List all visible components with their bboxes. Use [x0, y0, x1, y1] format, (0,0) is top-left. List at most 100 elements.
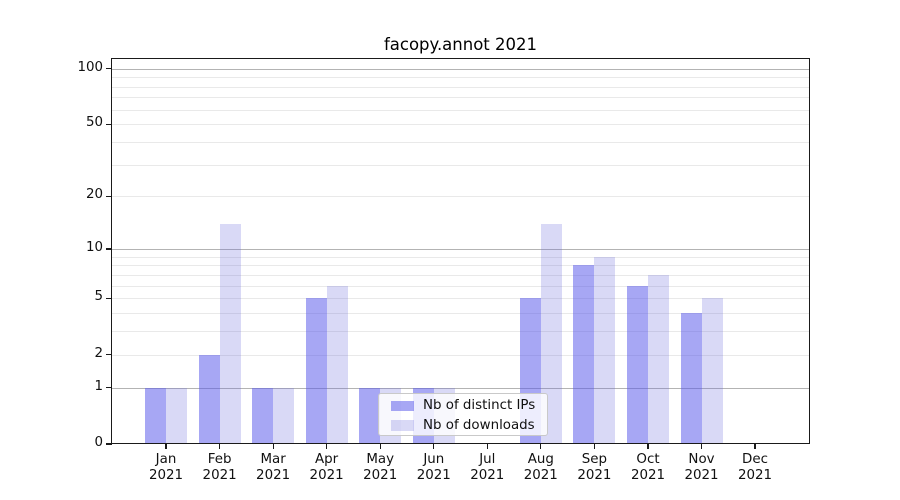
- y-tick-label-5: 5: [94, 289, 103, 305]
- gridline-minor-9: [112, 256, 810, 258]
- x-label-year: 2021: [256, 468, 291, 483]
- y-tick-0: [105, 443, 112, 445]
- gridline-minor-20: [112, 196, 810, 198]
- x-label-year: 2021: [309, 468, 344, 483]
- x-tick-jun: [433, 444, 435, 449]
- bar-ips-mar: [252, 387, 274, 444]
- x-tick-mar: [272, 444, 274, 449]
- x-label-month: Feb: [207, 452, 232, 467]
- gridline-minor-4: [112, 313, 810, 315]
- x-label-month: Jun: [423, 452, 445, 467]
- bar-downloads-sep: [594, 256, 616, 444]
- bar-ips-feb: [198, 354, 220, 444]
- gridline-minor-6: [112, 285, 810, 287]
- bar-downloads-feb: [219, 223, 241, 444]
- x-tick-label-jun: Jun 2021: [406, 452, 462, 484]
- gridline-minor-5: [112, 298, 810, 300]
- x-label-month: Mar: [260, 452, 286, 467]
- bar-downloads-jan: [166, 387, 187, 444]
- legend-label: Nb of downloads: [423, 417, 535, 433]
- x-label-month: Sep: [581, 452, 608, 467]
- legend-entry-distinct-ips: Nb of distinct IPs: [379, 396, 547, 416]
- x-tick-dec: [754, 444, 756, 449]
- bar-downloads-nov: [701, 298, 723, 444]
- x-label-month: Jul: [479, 452, 496, 467]
- gridline-major-100: [112, 68, 810, 70]
- x-tick-label-sep: Sep 2021: [566, 452, 622, 484]
- x-tick-apr: [326, 444, 328, 449]
- x-tick-aug: [540, 444, 542, 449]
- gridline-minor-2: [112, 354, 810, 356]
- x-tick-oct: [647, 444, 649, 449]
- legend: Nb of distinct IPs Nb of downloads: [378, 393, 548, 436]
- gridline-major-1: [112, 387, 810, 389]
- bar-ips-oct: [627, 285, 648, 444]
- x-tick-label-dec: Dec 2021: [727, 452, 783, 484]
- x-label-month: Aug: [527, 452, 554, 467]
- x-tick-label-apr: Apr 2021: [299, 452, 355, 484]
- x-label-year: 2021: [523, 468, 558, 483]
- y-tick-50: [105, 123, 112, 125]
- x-tick-label-aug: Aug 2021: [513, 452, 569, 484]
- x-tick-label-mar: Mar 2021: [245, 452, 301, 484]
- gridline-minor-50: [112, 124, 810, 126]
- gridline-minor-90: [112, 77, 810, 79]
- x-label-month: May: [366, 452, 395, 467]
- gridline-minor-70: [112, 97, 810, 99]
- bar-downloads-mar: [273, 387, 295, 444]
- x-label-year: 2021: [148, 468, 184, 483]
- x-label-month: Jan: [155, 452, 177, 467]
- gridline-minor-60: [112, 109, 810, 111]
- x-tick-label-nov: Nov 2021: [674, 452, 730, 484]
- x-label-year: 2021: [737, 468, 773, 483]
- x-label-year: 2021: [416, 468, 451, 483]
- y-tick-10: [105, 248, 112, 250]
- bar-downloads-apr: [326, 285, 348, 444]
- y-tick-20: [105, 195, 112, 197]
- legend-label: Nb of distinct IPs: [423, 398, 536, 414]
- x-tick-label-jan: Jan 2021: [138, 452, 194, 484]
- y-tick-label-2: 2: [94, 345, 103, 361]
- gridline-minor-8: [112, 265, 810, 267]
- legend-entry-downloads: Nb of downloads: [379, 416, 547, 436]
- bar-ips-apr: [305, 298, 327, 444]
- y-tick-5: [105, 297, 112, 299]
- x-tick-label-feb: Feb 2021: [192, 452, 248, 484]
- y-tick-label-1: 1: [94, 378, 103, 394]
- bar-ips-jan: [145, 387, 166, 444]
- y-tick-100: [105, 68, 112, 70]
- x-label-year: 2021: [630, 468, 666, 483]
- y-tick-label-100: 100: [77, 59, 103, 75]
- gridline-minor-7: [112, 274, 810, 276]
- bar-downloads-oct: [648, 274, 669, 444]
- legend-swatch-downloads: [391, 420, 414, 431]
- y-tick-label-0: 0: [94, 435, 103, 450]
- gridline-minor-3: [112, 331, 810, 333]
- gridline-minor-40: [112, 141, 810, 143]
- x-tick-label-may: May 2021: [352, 452, 408, 484]
- x-tick-may: [379, 444, 381, 449]
- y-tick-2: [105, 354, 112, 356]
- x-tick-sep: [593, 444, 596, 449]
- chart-title: facopy.annot 2021: [383, 35, 538, 54]
- gridline-minor-30: [112, 164, 810, 166]
- x-label-month: Oct: [636, 452, 660, 467]
- bar-downloads-aug: [540, 223, 562, 444]
- x-label-month: Apr: [315, 452, 339, 467]
- legend-swatch-distinct-ips: [391, 400, 414, 411]
- x-tick-jul: [486, 444, 488, 449]
- gridline-minor-80: [112, 86, 810, 88]
- x-label-month: Dec: [742, 452, 768, 467]
- x-tick-label-jul: Jul 2021: [459, 452, 515, 484]
- x-label-year: 2021: [470, 468, 505, 483]
- y-tick-label-20: 20: [85, 187, 103, 203]
- x-tick-jan: [165, 444, 167, 449]
- x-tick-nov: [700, 444, 703, 449]
- x-label-year: 2021: [363, 468, 398, 483]
- gridline-major-10: [112, 248, 810, 250]
- y-tick-label-10: 10: [85, 239, 103, 255]
- bar-ips-may: [359, 387, 381, 444]
- x-tick-feb: [219, 444, 221, 449]
- x-label-year: 2021: [684, 468, 719, 483]
